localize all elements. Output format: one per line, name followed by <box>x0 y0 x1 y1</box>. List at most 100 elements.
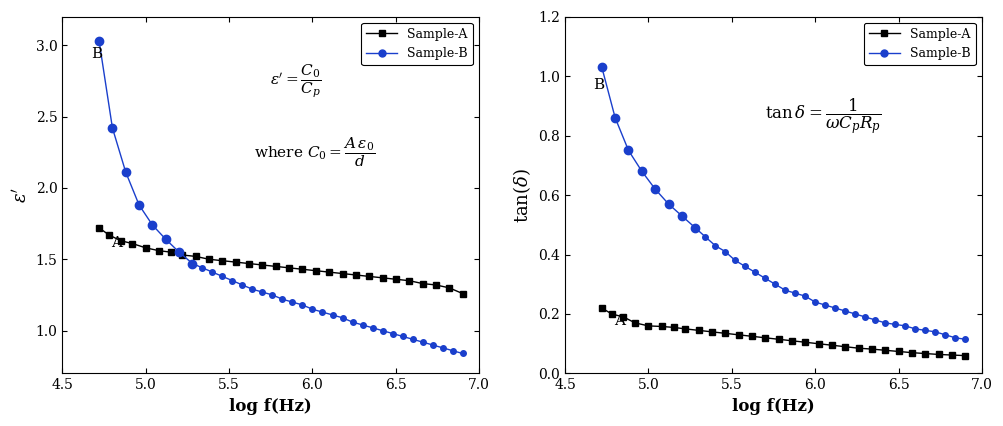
Legend: Sample-A, Sample-B: Sample-A, Sample-B <box>863 23 975 65</box>
Sample-B <box>237 282 249 288</box>
Sample-B <box>296 302 308 308</box>
Sample-B <box>306 307 318 312</box>
Sample-A <box>642 323 654 328</box>
Sample-A <box>932 352 944 357</box>
Sample-B <box>326 312 338 317</box>
Sample-B <box>217 274 229 279</box>
Sample-A <box>323 270 335 275</box>
Sample-A <box>389 277 401 282</box>
Sample-B <box>436 345 448 350</box>
Sample-A <box>164 250 177 255</box>
Legend: Sample-A, Sample-B: Sample-A, Sample-B <box>361 23 472 65</box>
Text: where $C_0 = \dfrac{A\,\varepsilon_0}{d}$: where $C_0 = \dfrac{A\,\varepsilon_0}{d}… <box>254 135 375 169</box>
Sample-A <box>655 324 667 329</box>
Sample-B <box>456 351 468 356</box>
Sample-A <box>771 337 783 342</box>
Sample-A <box>865 346 877 351</box>
Sample-B <box>798 294 810 299</box>
Sample-B <box>828 305 841 311</box>
Sample-A <box>336 271 348 276</box>
Sample-A <box>442 285 454 291</box>
Sample-B <box>406 337 418 342</box>
Sample-B <box>818 302 830 308</box>
Sample-A <box>177 253 189 258</box>
Sample-B <box>187 261 199 266</box>
Sample-B <box>948 335 960 340</box>
Sample-A <box>958 353 970 358</box>
Text: $\tan\delta = \dfrac{1}{\omega C_p R_p}$: $\tan\delta = \dfrac{1}{\omega C_p R_p}$ <box>764 96 881 137</box>
Sample-A <box>732 332 744 337</box>
Line: Sample-B: Sample-B <box>692 225 967 342</box>
Text: B: B <box>90 47 101 61</box>
Sample-B <box>758 276 770 281</box>
Sample-B <box>958 337 970 342</box>
Sample-B <box>386 331 398 336</box>
Sample-A <box>429 282 441 288</box>
Sample-B <box>728 258 740 263</box>
Sample-A <box>839 344 851 349</box>
Sample-B <box>246 287 258 292</box>
Sample-B <box>909 326 921 331</box>
Sample-B <box>778 288 790 293</box>
Sample-B <box>698 234 710 239</box>
Sample-A <box>905 350 917 355</box>
Sample-A <box>919 351 931 356</box>
Sample-B <box>849 311 861 317</box>
Sample-B <box>808 299 820 305</box>
Sample-A <box>595 305 607 311</box>
Sample-A <box>758 335 770 340</box>
Sample-A <box>785 338 797 343</box>
Sample-A <box>416 281 428 286</box>
Sample-A <box>605 311 617 317</box>
Sample-A <box>629 320 641 325</box>
Sample-A <box>203 257 215 262</box>
Sample-A <box>93 225 105 230</box>
Sample-B <box>356 322 368 328</box>
Sample-A <box>678 326 690 331</box>
Text: B: B <box>593 78 604 92</box>
Sample-A <box>270 264 282 269</box>
Sample-B <box>718 249 730 254</box>
Sample-B <box>899 323 911 328</box>
Sample-B <box>276 296 288 302</box>
Line: Sample-A: Sample-A <box>598 305 968 359</box>
Sample-A <box>310 268 322 273</box>
Line: Sample-B: Sample-B <box>190 261 464 356</box>
Sample-A <box>126 241 138 246</box>
Sample-A <box>103 233 115 238</box>
Sample-A <box>852 345 864 351</box>
Sample-B <box>286 299 298 305</box>
Sample-A <box>798 340 810 345</box>
Sample-B <box>256 290 268 295</box>
Sample-B <box>859 314 871 320</box>
Sample-A <box>230 259 242 265</box>
Sample-B <box>446 348 458 353</box>
Sample-A <box>403 278 415 283</box>
Sample-B <box>376 328 388 333</box>
Sample-B <box>748 270 760 275</box>
Sample-B <box>266 292 278 297</box>
Sample-B <box>879 320 891 325</box>
Sample-A <box>190 254 202 259</box>
Sample-B <box>197 265 209 271</box>
Sample-A <box>667 325 679 330</box>
Sample-B <box>939 332 951 337</box>
Sample-A <box>892 349 904 354</box>
Sample-A <box>243 261 255 266</box>
X-axis label: log f(Hz): log f(Hz) <box>731 398 814 415</box>
Text: A: A <box>111 236 122 250</box>
Text: A: A <box>614 314 625 328</box>
Sample-B <box>708 243 720 248</box>
Sample-B <box>919 328 931 333</box>
Sample-B <box>929 329 941 334</box>
Sample-B <box>768 282 780 287</box>
Y-axis label: $\varepsilon '$: $\varepsilon '$ <box>11 187 30 203</box>
Sample-A <box>617 314 629 320</box>
Sample-B <box>889 322 901 327</box>
Sample-B <box>316 310 328 315</box>
Sample-A <box>705 329 717 334</box>
Sample-B <box>336 315 348 320</box>
Line: Sample-A: Sample-A <box>96 225 465 296</box>
Sample-B <box>227 278 239 283</box>
Sample-A <box>745 334 757 339</box>
